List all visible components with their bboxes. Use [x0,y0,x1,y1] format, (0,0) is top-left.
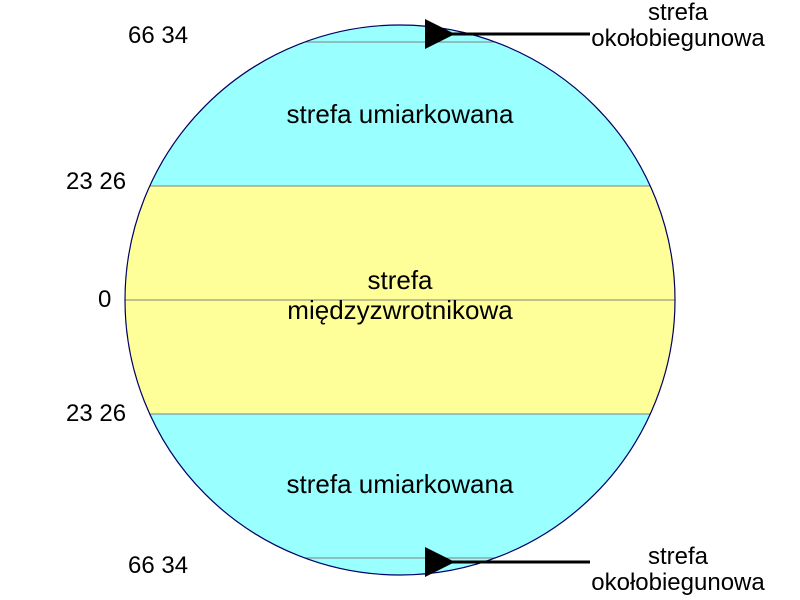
zone-label-temperate-n: strefa umiarkowana [200,100,600,130]
callout-polar-bot-line1: strefa [648,543,708,570]
callout-polar-top-line1: strefa [648,0,708,26]
zone-label-tropical-line2: międzyzwrotnikowa [287,295,512,325]
lat-label-66n: 66 34 [128,22,188,50]
callout-polar-top: strefa okołobiegunowa [548,0,800,53]
zone-label-temperate-s: strefa umiarkowana [200,470,600,500]
climate-zones-diagram: 66 34 23 26 0 23 26 66 34 strefa umiarko… [0,0,800,600]
zone-label-tropical: strefa międzyzwrotnikowa [200,266,600,326]
callout-polar-bot-line2: okołobiegunowa [591,569,764,596]
lat-label-23s: 23 26 [66,400,126,428]
callout-polar-top-line2: okołobiegunowa [591,25,764,52]
zone-label-tropical-line1: strefa [367,265,432,295]
lat-label-23n: 23 26 [66,168,126,196]
lat-label-0: 0 [98,286,111,314]
lat-label-66s: 66 34 [128,552,188,580]
callout-polar-bottom: strefa okołobiegunowa [548,544,800,597]
